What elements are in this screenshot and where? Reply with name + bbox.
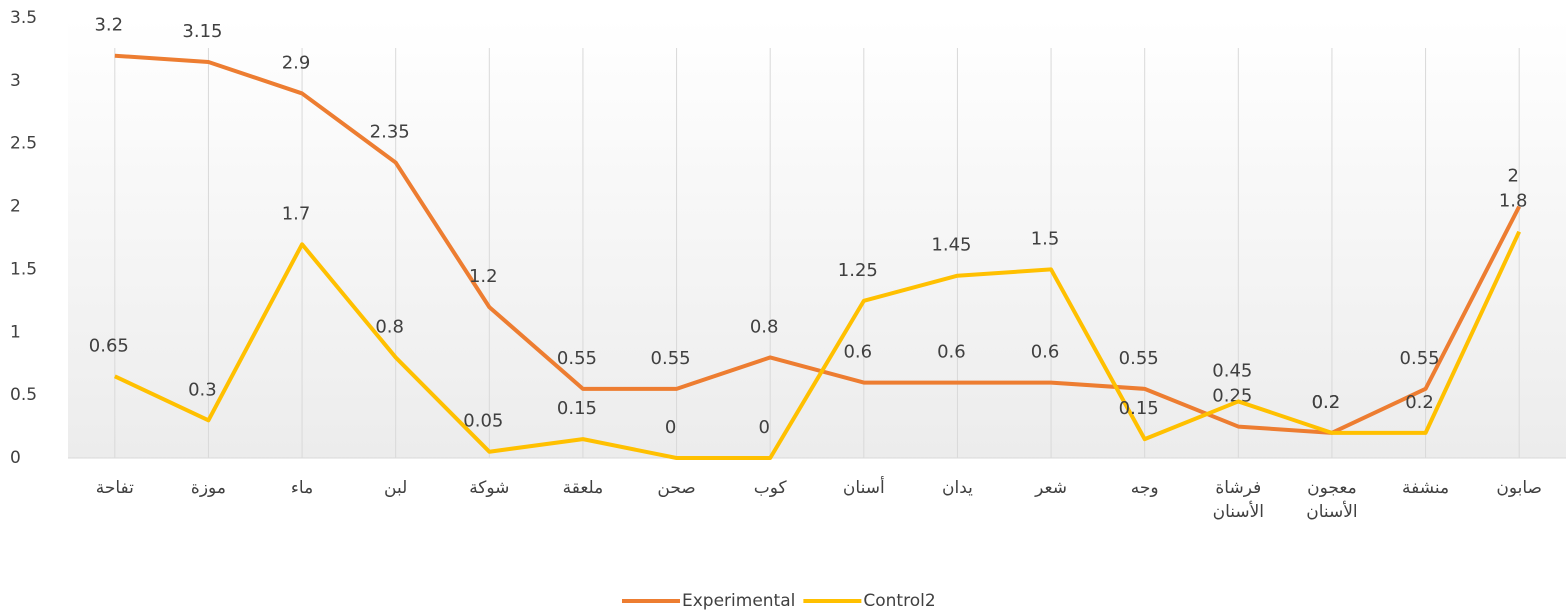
data-label: 1.8 [1499, 191, 1528, 212]
y-tick-label: 2 [10, 197, 21, 217]
data-label: 0.65 [89, 335, 129, 356]
x-tick-label: تفاحة [96, 478, 134, 498]
series-line [113, 230, 1522, 460]
data-label: 0.55 [557, 348, 597, 369]
data-label: 0 [665, 417, 676, 438]
x-tick-label: لبن [384, 478, 407, 498]
data-label: 0.8 [375, 316, 404, 337]
data-label: 0.6 [843, 342, 872, 363]
data-label: 0.05 [463, 411, 503, 432]
data-label: 0 [758, 417, 769, 438]
x-tick-label: أسنان [843, 476, 885, 498]
x-tick-label: وجه [1131, 478, 1159, 498]
y-tick-label: 0.5 [10, 385, 37, 405]
plot-area [68, 18, 1566, 458]
x-tick-label: معجون الأسنان [1306, 478, 1357, 522]
data-label: 0.3 [188, 379, 217, 400]
data-label: 0.15 [557, 398, 597, 419]
data-label: 1.45 [931, 235, 971, 256]
x-tick-label: موزة [191, 478, 226, 498]
x-tick-label: كوب [754, 478, 788, 498]
x-tick-label: شوكة [469, 478, 509, 498]
data-label: 0.6 [937, 342, 966, 363]
data-label: 1.2 [469, 266, 498, 287]
data-label: 1.25 [838, 260, 878, 281]
x-tick-label: ماء [291, 478, 313, 498]
data-label: 0.2 [1312, 392, 1341, 413]
data-label: 0.55 [1119, 348, 1159, 369]
legend-label: Control2 [863, 591, 935, 611]
data-label: 2.35 [370, 122, 410, 143]
data-label: 3.15 [182, 21, 222, 42]
y-tick-label: 3.5 [10, 8, 37, 28]
data-label: 0.55 [651, 348, 691, 369]
legend-label: Experimental [682, 591, 795, 611]
data-label: 0.55 [1400, 348, 1440, 369]
y-tick-label: 0 [10, 448, 21, 468]
x-tick-label: صحن [657, 478, 695, 498]
data-label: 2.9 [282, 52, 311, 73]
y-tick-label: 3 [10, 71, 21, 91]
x-tick-label: منشفة [1402, 478, 1449, 498]
x-tick-label: يدان [942, 478, 973, 498]
y-tick-label: 1 [10, 322, 21, 342]
y-tick-label: 2.5 [10, 134, 37, 154]
x-tick-label: فرشاة الأسنان [1213, 478, 1264, 522]
data-label: 0.45 [1212, 360, 1252, 381]
data-label: 1.7 [282, 203, 311, 224]
x-tick-label: صابون [1496, 478, 1542, 498]
data-label: 0.8 [750, 316, 779, 337]
data-label: 1.5 [1031, 228, 1060, 249]
data-label: 0.2 [1405, 392, 1434, 413]
x-tick-label: شعر [1034, 478, 1067, 498]
data-label: 0.2 [1312, 392, 1341, 413]
data-label: 0.15 [1119, 398, 1159, 419]
data-label: 2 [1507, 166, 1518, 187]
y-tick-label: 1.5 [10, 259, 37, 279]
data-label: 3.2 [94, 15, 123, 36]
data-label: 0.6 [1031, 342, 1060, 363]
x-tick-label: ملعقة [563, 478, 604, 498]
series-line [114, 53, 1521, 435]
